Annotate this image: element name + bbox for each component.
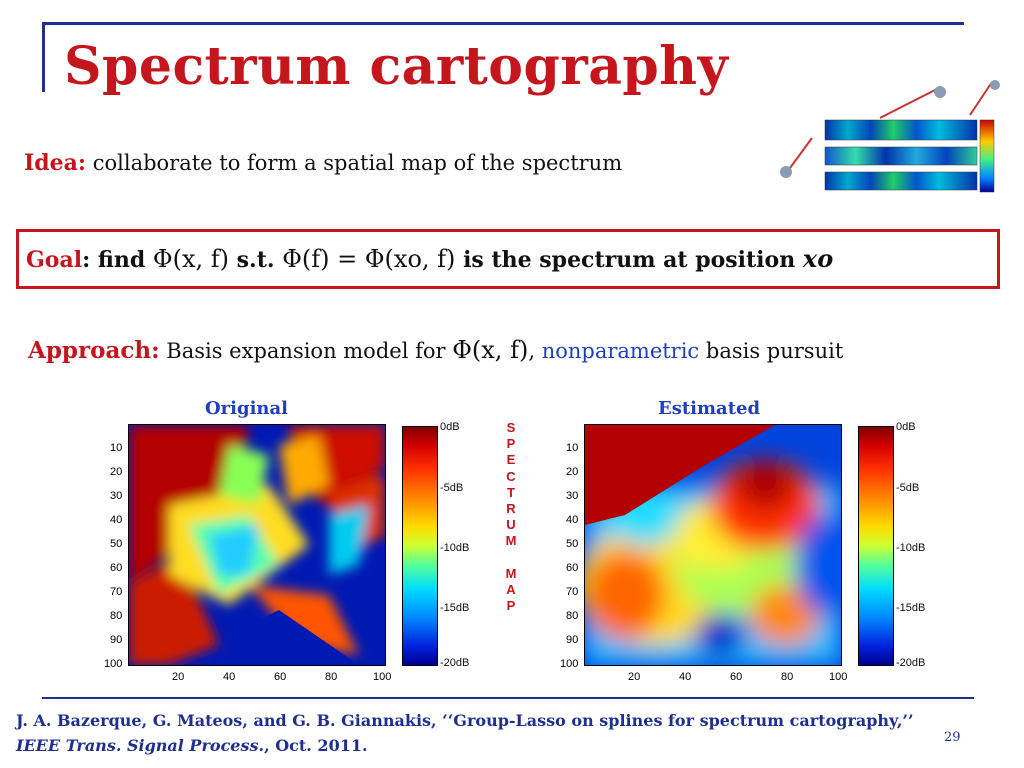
- x-tick: 40: [679, 671, 692, 683]
- y-tick: 20: [110, 466, 123, 478]
- letter: P: [506, 436, 516, 452]
- y-tick: 50: [566, 538, 579, 550]
- y-tick: 10: [110, 442, 123, 454]
- y-tick: 70: [566, 586, 579, 598]
- idea-text: collaborate to form a spatial map of the…: [92, 151, 623, 175]
- idea-keyword: Idea:: [24, 150, 87, 176]
- letter: A: [506, 581, 516, 597]
- colorbar-tick: -20dB: [440, 657, 470, 669]
- y-tick: 30: [110, 490, 123, 502]
- page-number: 29: [944, 730, 961, 745]
- original-colorbar: [402, 426, 438, 666]
- letter: R: [506, 501, 516, 517]
- y-tick: 40: [110, 514, 123, 526]
- y-tick: 90: [566, 634, 579, 646]
- colorbar-tick: -10dB: [440, 542, 470, 554]
- x-tick: 100: [829, 671, 848, 683]
- letter: P: [506, 598, 516, 614]
- idea-line: Idea: collaborate to form a spatial map …: [24, 150, 622, 176]
- letter: C: [506, 468, 516, 484]
- approach-blue-term: nonparametric: [541, 339, 700, 363]
- x-tick: 80: [781, 671, 794, 683]
- y-tick: 90: [110, 634, 123, 646]
- x-tick: 80: [325, 671, 338, 683]
- goal-colon: :: [82, 247, 91, 273]
- letter: E: [506, 452, 516, 468]
- colorbar-tick: -15dB: [896, 602, 926, 614]
- y-tick: 80: [110, 610, 123, 622]
- colorbar-tick: -10dB: [896, 542, 926, 554]
- spectrum-map-vertical-label: S P E C T R U M M A P: [503, 420, 519, 614]
- y-tick: 60: [110, 562, 123, 574]
- y-tick: 60: [566, 562, 579, 574]
- letter: [503, 550, 519, 566]
- estimated-heatmap: [584, 424, 842, 666]
- letter: M: [505, 565, 517, 581]
- y-tick: 50: [110, 538, 123, 550]
- x-tick: 100: [373, 671, 392, 683]
- letter: T: [507, 484, 515, 500]
- y-tick: 70: [110, 586, 123, 598]
- y-tick: 80: [566, 610, 579, 622]
- goal-position-symbol: xo: [802, 244, 834, 273]
- estimated-label: Estimated: [658, 398, 761, 419]
- x-tick: 60: [730, 671, 743, 683]
- x-tick: 20: [628, 671, 641, 683]
- letter: U: [506, 517, 516, 533]
- y-tick: 10: [566, 442, 579, 454]
- approach-line: Approach: Basis expansion model for Φ(x,…: [28, 336, 843, 364]
- citation-authors: J. A. Bazerque, G. Mateos, and G. B. Gia…: [16, 711, 914, 730]
- goal-expression-1: Φ(x, f): [152, 245, 229, 273]
- goal-box: [16, 229, 1000, 289]
- y-tick: 30: [566, 490, 579, 502]
- goal-keyword: Goal: [26, 247, 83, 273]
- citation: J. A. Bazerque, G. Mateos, and G. B. Gia…: [16, 708, 926, 758]
- colorbar-tick: -15dB: [440, 602, 470, 614]
- colorbar-tick: 0dB: [896, 421, 916, 433]
- goal-line: Goal: find Φ(x, f) s.t. Φ(f) = Φ(xo, f) …: [26, 244, 833, 273]
- approach-comma: ,: [528, 339, 535, 363]
- sensor-network-figure: [780, 80, 1000, 193]
- citation-date: , Oct. 2011.: [264, 736, 368, 755]
- approach-tail: basis pursuit: [705, 339, 844, 363]
- top-rule: [42, 22, 964, 25]
- goal-find: find: [97, 247, 146, 273]
- y-tick: 100: [104, 658, 123, 670]
- goal-expression-2: Φ(f) = Φ(xo, f): [282, 245, 456, 273]
- approach-expression: Φ(x, f): [452, 336, 529, 364]
- original-heatmap: [128, 424, 386, 666]
- letter: M: [505, 533, 517, 549]
- slide-title: Spectrum cartography: [64, 36, 729, 97]
- original-label: Original: [205, 398, 289, 419]
- letter: S: [506, 420, 516, 435]
- y-tick: 100: [560, 658, 579, 670]
- colorbar-tick: -5dB: [896, 482, 920, 494]
- goal-tail: is the spectrum at position: [463, 247, 796, 273]
- left-rule: [42, 22, 45, 92]
- goal-st: s.t.: [236, 247, 275, 273]
- x-tick: 60: [274, 671, 287, 683]
- citation-journal: IEEE Trans. Signal Process.: [16, 736, 265, 755]
- approach-text: Basis expansion model for: [166, 339, 446, 363]
- bottom-rule: [42, 697, 974, 699]
- approach-keyword: Approach:: [28, 337, 160, 364]
- colorbar-tick: -5dB: [440, 482, 464, 494]
- y-tick: 20: [566, 466, 579, 478]
- x-tick: 40: [223, 671, 236, 683]
- colorbar-tick: -20dB: [896, 657, 926, 669]
- x-tick: 20: [172, 671, 185, 683]
- y-tick: 40: [566, 514, 579, 526]
- estimated-colorbar: [858, 426, 894, 666]
- colorbar-tick: 0dB: [440, 421, 460, 433]
